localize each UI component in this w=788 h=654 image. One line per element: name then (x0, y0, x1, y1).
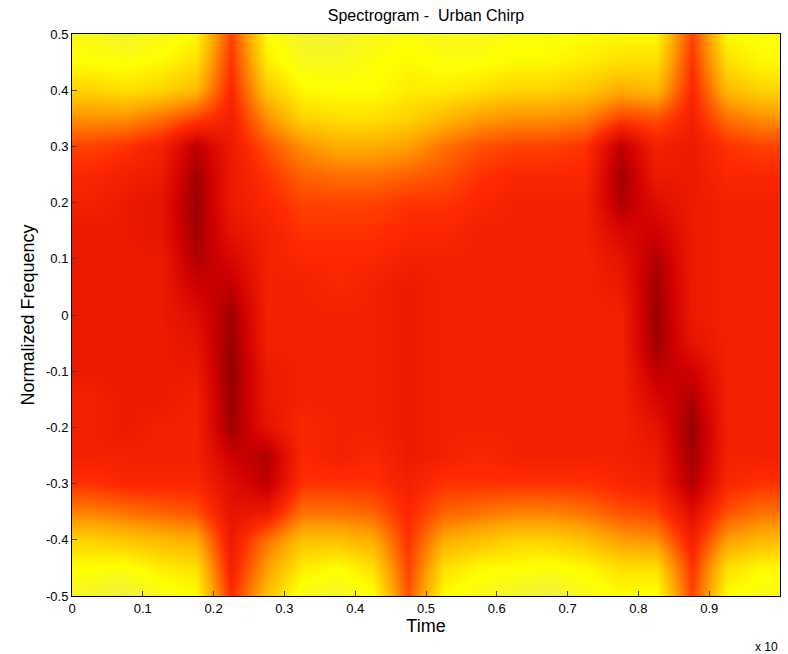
svg-text:Normalized Frequency: Normalized Frequency (18, 224, 38, 405)
svg-text:-0.3: -0.3 (46, 476, 68, 491)
svg-text:0.9: 0.9 (700, 601, 718, 616)
svg-text:-0.4: -0.4 (46, 532, 68, 547)
svg-text:0.6: 0.6 (488, 601, 506, 616)
svg-text:-0.2: -0.2 (46, 420, 68, 435)
svg-text:0.8: 0.8 (629, 601, 647, 616)
svg-text:0.3: 0.3 (275, 601, 293, 616)
svg-text:-0.1: -0.1 (46, 364, 68, 379)
svg-text:-0.5: -0.5 (46, 589, 68, 604)
svg-text:0.4: 0.4 (50, 83, 68, 98)
svg-text:0.3: 0.3 (50, 139, 68, 154)
svg-text:0: 0 (68, 601, 75, 616)
svg-text:0.7: 0.7 (559, 601, 577, 616)
svg-text:0.1: 0.1 (50, 251, 68, 266)
svg-text:0.5: 0.5 (417, 601, 435, 616)
svg-text:0.2: 0.2 (205, 601, 223, 616)
svg-text:0.4: 0.4 (346, 601, 364, 616)
svg-text:0.1: 0.1 (134, 601, 152, 616)
svg-text:0: 0 (61, 308, 68, 323)
svg-text:Spectrogram - Urban Chirp: Spectrogram - Urban Chirp (328, 7, 525, 24)
svg-text:Time: Time (406, 616, 445, 636)
svg-text:x 10: x 10 (755, 640, 778, 654)
svg-text:0.2: 0.2 (50, 195, 68, 210)
svg-text:0.5: 0.5 (50, 27, 68, 42)
